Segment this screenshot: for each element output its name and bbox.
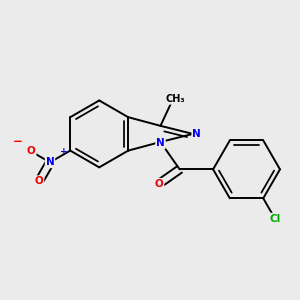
Text: −: − (13, 135, 22, 148)
Text: +: + (60, 147, 68, 156)
Text: O: O (155, 179, 164, 189)
Text: CH₃: CH₃ (165, 94, 185, 104)
Text: N: N (156, 138, 165, 148)
Text: O: O (27, 146, 35, 157)
Text: N: N (192, 129, 201, 139)
Text: Cl: Cl (269, 214, 281, 224)
Text: N: N (46, 157, 54, 167)
Text: O: O (35, 176, 44, 186)
